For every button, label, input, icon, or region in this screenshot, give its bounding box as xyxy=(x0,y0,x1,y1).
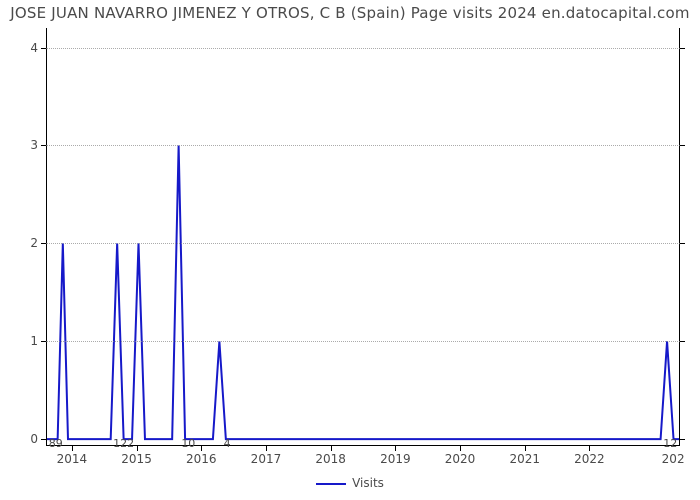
ytick-label: 1 xyxy=(14,334,38,348)
value-label: 4 xyxy=(224,437,231,450)
grid-line xyxy=(46,48,680,49)
x-axis-line xyxy=(46,445,680,446)
xtick-mark xyxy=(331,446,332,451)
xtick-label: 202 xyxy=(662,452,685,466)
ytick-mark-right xyxy=(680,48,685,49)
grid-line xyxy=(46,243,680,244)
ytick-mark-right xyxy=(680,145,685,146)
xtick-label: 2017 xyxy=(251,452,282,466)
xtick-label: 2016 xyxy=(186,452,217,466)
ytick-mark xyxy=(41,243,46,244)
xtick-label: 2022 xyxy=(574,452,605,466)
xtick-mark xyxy=(460,446,461,451)
value-label: 10 xyxy=(181,437,195,450)
ytick-mark xyxy=(41,48,46,49)
plot-area: 0123420142015201620172018201920202021202… xyxy=(46,28,680,446)
value-label: 89 xyxy=(49,437,63,450)
y-axis-line-right xyxy=(679,28,680,446)
xtick-mark xyxy=(72,446,73,451)
value-label: 12 xyxy=(663,437,677,450)
ytick-mark xyxy=(41,439,46,440)
legend: Visits xyxy=(0,476,700,490)
legend-label: Visits xyxy=(352,476,384,490)
xtick-mark xyxy=(395,446,396,451)
chart-title: JOSE JUAN NAVARRO JIMENEZ Y OTROS, C B (… xyxy=(0,4,700,22)
xtick-mark xyxy=(201,446,202,451)
ytick-label: 3 xyxy=(14,138,38,152)
ytick-mark-right xyxy=(680,341,685,342)
ytick-mark xyxy=(41,341,46,342)
xtick-label: 2020 xyxy=(445,452,476,466)
xtick-label: 2018 xyxy=(315,452,346,466)
chart-root: JOSE JUAN NAVARRO JIMENEZ Y OTROS, C B (… xyxy=(0,0,700,500)
xtick-mark xyxy=(589,446,590,451)
y-axis-line xyxy=(46,28,47,446)
ytick-label: 0 xyxy=(14,432,38,446)
value-label: 122 xyxy=(113,437,134,450)
ytick-mark-right xyxy=(680,439,685,440)
xtick-mark xyxy=(137,446,138,451)
grid-line xyxy=(46,145,680,146)
ytick-label: 4 xyxy=(14,41,38,55)
series-line xyxy=(46,28,680,446)
xtick-label: 2015 xyxy=(121,452,152,466)
xtick-label: 2021 xyxy=(509,452,540,466)
ytick-mark-right xyxy=(680,243,685,244)
xtick-label: 2019 xyxy=(380,452,411,466)
grid-line xyxy=(46,341,680,342)
xtick-mark xyxy=(525,446,526,451)
ytick-label: 2 xyxy=(14,236,38,250)
xtick-label: 2014 xyxy=(57,452,88,466)
legend-swatch xyxy=(316,483,346,485)
ytick-mark xyxy=(41,145,46,146)
xtick-mark xyxy=(266,446,267,451)
